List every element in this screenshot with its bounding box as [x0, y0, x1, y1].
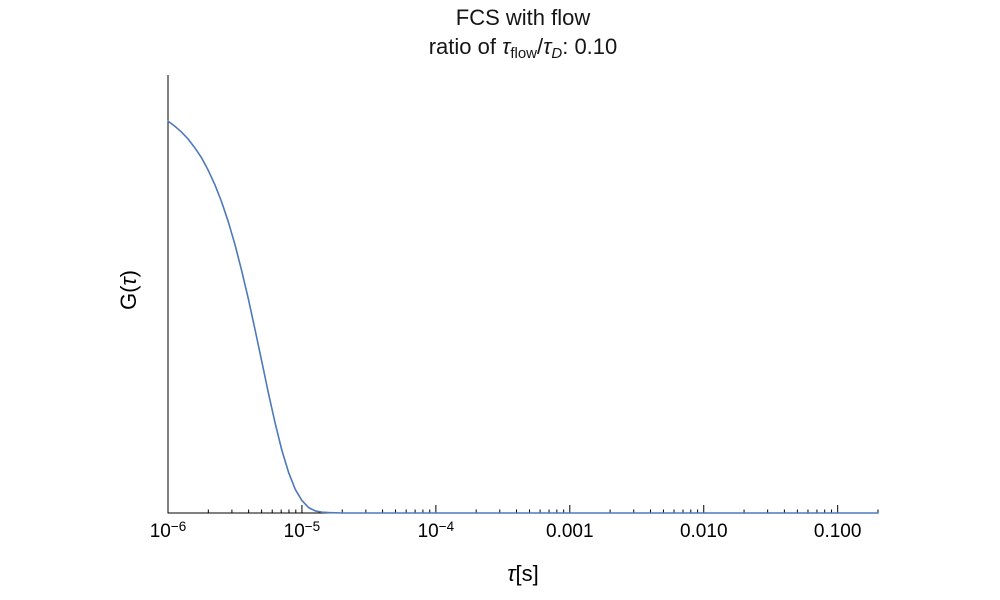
x-tick-label: 0.001	[546, 521, 594, 542]
x-tick-label: 10−4	[417, 519, 455, 542]
x-axis-ticks	[167, 505, 879, 513]
subtitle-tau-flow-symbol: τ	[502, 34, 511, 59]
chart-subtitle: ratio of τflow/τD: 0.10	[168, 34, 878, 62]
subtitle-slash: /	[537, 34, 544, 59]
x-tick-label: 10−6	[149, 519, 187, 542]
y-axis-label-tau: τ	[116, 277, 141, 286]
subtitle-d-subscript: D	[551, 45, 563, 62]
x-axis-label-tau: τ	[507, 561, 516, 586]
x-tick-label: 0.100	[813, 521, 862, 542]
x-tick-label: 0.010	[679, 521, 728, 542]
subtitle-prefix: ratio of	[428, 34, 503, 59]
y-axis-label: G(τ)	[116, 270, 142, 310]
x-axis-label: τ[s]	[507, 561, 538, 587]
curve-g-tau	[167, 120, 879, 514]
subtitle-suffix: : 0.10	[562, 34, 618, 59]
subtitle-flow-subscript: flow	[510, 45, 538, 62]
chart-title: FCS with flow	[455, 5, 591, 30]
x-tick-label: 10−5	[283, 519, 321, 542]
y-axis-label-close: )	[116, 269, 141, 278]
y-axis-label-g: G(	[116, 285, 141, 311]
subtitle-tau-d-symbol: τ	[543, 34, 552, 59]
x-axis-label-units: [s]	[515, 561, 539, 586]
